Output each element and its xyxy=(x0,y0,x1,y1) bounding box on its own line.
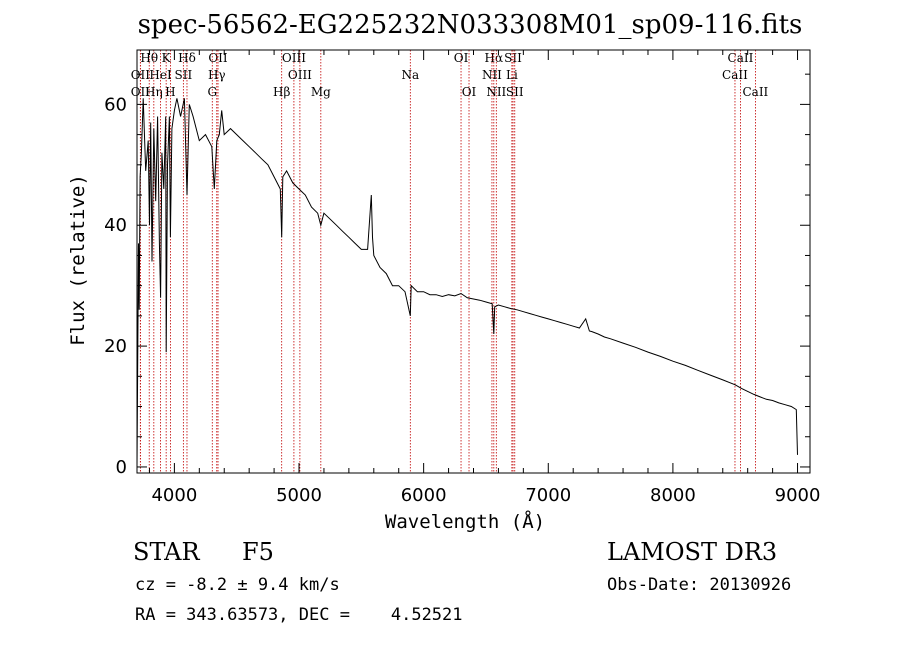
x-tick-label: 8000 xyxy=(650,485,696,506)
line-label: SII xyxy=(506,85,524,99)
y-tick-label: 60 xyxy=(104,94,127,115)
plot-frame xyxy=(136,49,811,474)
line-label: Hβ xyxy=(273,85,290,99)
line-label: G xyxy=(207,85,217,99)
x-tick-label: 6000 xyxy=(401,485,447,506)
y-axis-ticks: 0 20 40 60 xyxy=(104,73,810,478)
line-label: HeI xyxy=(149,68,172,82)
line-label: NII xyxy=(482,68,502,82)
line-label: Na xyxy=(401,68,419,82)
line-label: OIII xyxy=(282,51,306,65)
x-tick-label: 5000 xyxy=(276,485,322,506)
y-tick-label: 40 xyxy=(104,215,127,236)
line-label: Hη xyxy=(145,85,163,99)
line-label: NII xyxy=(486,85,506,99)
line-label: OI xyxy=(462,85,477,99)
line-label: OIII xyxy=(288,68,312,82)
line-label: Hα xyxy=(485,51,504,65)
x-tick-label: 4000 xyxy=(151,485,197,506)
line-label: Mg xyxy=(311,85,331,99)
x-axis-label: Wavelength (Å) xyxy=(385,510,545,533)
line-label: OI xyxy=(454,51,469,65)
survey-name: LAMOST DR3 xyxy=(607,538,777,566)
line-label: CaII xyxy=(722,68,748,82)
y-tick-label: 0 xyxy=(116,457,127,478)
line-label: Hδ xyxy=(178,51,196,65)
obs-date-text: Obs-Date: 20130926 xyxy=(607,575,791,595)
object-subclass: F5 xyxy=(242,538,274,566)
chart-title: spec-56562-EG225232N033308M01_sp09-116.f… xyxy=(138,10,803,40)
line-label: CaII xyxy=(742,85,768,99)
line-label: H xyxy=(165,85,175,99)
line-label: OII xyxy=(131,85,151,99)
line-label: SII xyxy=(175,68,193,82)
coordinates-text: RA = 343.63573, DEC = 4.52521 xyxy=(135,605,463,625)
line-label: CaII xyxy=(728,51,754,65)
line-label: OII xyxy=(208,51,228,65)
x-axis-ticks: 4000 5000 6000 7000 8000 9000 xyxy=(148,50,821,506)
x-tick-label: 7000 xyxy=(525,485,571,506)
y-axis-label: Flux (relative) xyxy=(67,174,89,346)
line-label: Hγ xyxy=(208,68,226,82)
spectrum-line xyxy=(136,98,798,468)
x-tick-label: 9000 xyxy=(775,485,821,506)
redshift-text: cz = -8.2 ± 9.4 km/s xyxy=(135,575,340,595)
object-class: STAR xyxy=(133,538,200,566)
line-label: SII xyxy=(504,51,522,65)
y-tick-label: 20 xyxy=(104,336,127,357)
line-label: K xyxy=(162,51,172,65)
line-label: Li xyxy=(506,68,518,82)
